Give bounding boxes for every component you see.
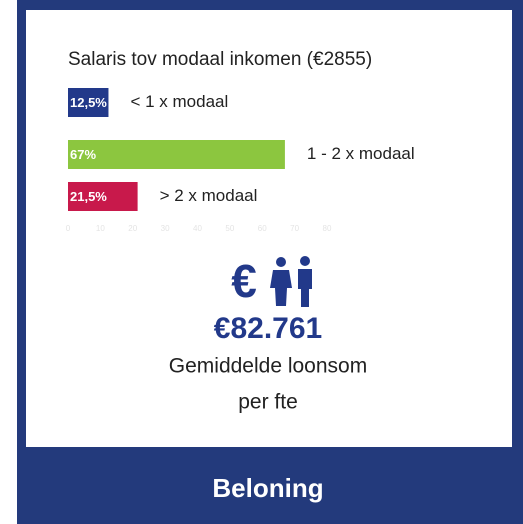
x-tick-label: 10 xyxy=(96,224,105,233)
x-tick-label: 0 xyxy=(66,224,71,233)
stat-label: per fte xyxy=(238,391,298,414)
category-label: > 2 x modaal xyxy=(160,186,258,205)
stat-value: €82.761 xyxy=(214,312,322,345)
x-tick-label: 50 xyxy=(225,224,234,233)
x-tick-label: 20 xyxy=(128,224,137,233)
people-icon xyxy=(270,256,312,307)
value-label: 12,5% xyxy=(70,95,107,110)
bar-chart: 0 10 20 30 40 50 60 70 80 12,5% < 1 x modaal 67% 1 -… xyxy=(66,88,415,233)
footer-title: Beloning xyxy=(212,473,323,503)
bar xyxy=(68,88,109,117)
category-label: 1 - 2 x modaal xyxy=(307,144,415,163)
x-tick-label: 40 xyxy=(193,224,202,233)
value-label: 67% xyxy=(70,147,96,162)
panel xyxy=(26,10,512,447)
category-label: < 1 x modaal xyxy=(130,92,228,111)
x-tick-label: 70 xyxy=(290,224,299,233)
x-tick-label: 60 xyxy=(258,224,267,233)
value-label: 21,5% xyxy=(70,189,107,204)
bar xyxy=(68,140,285,169)
x-tick-label: 80 xyxy=(323,224,332,233)
stat-label: Gemiddelde loonsom xyxy=(169,355,367,378)
chart-title: Salaris tov modaal inkomen (€2855) xyxy=(68,49,372,70)
x-tick-label: 30 xyxy=(161,224,170,233)
euro-icon: € xyxy=(231,255,257,307)
bar xyxy=(68,182,138,211)
